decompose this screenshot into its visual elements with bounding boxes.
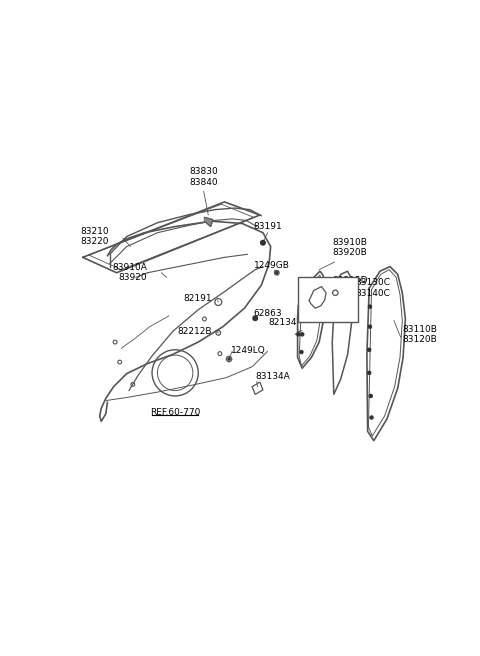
Text: 1249LQ: 1249LQ (230, 346, 265, 355)
Circle shape (370, 416, 373, 419)
FancyBboxPatch shape (298, 277, 358, 322)
Text: 82134: 82134 (268, 318, 297, 327)
Circle shape (369, 394, 372, 398)
Text: 83910B
83920B: 83910B 83920B (332, 238, 367, 257)
Circle shape (369, 305, 372, 308)
Circle shape (300, 314, 303, 318)
Circle shape (300, 350, 303, 354)
Text: 83134A: 83134A (255, 371, 290, 380)
Circle shape (368, 348, 371, 352)
Circle shape (261, 240, 265, 245)
Circle shape (297, 333, 300, 336)
Text: 82191: 82191 (183, 295, 212, 304)
Text: 83910A
83920: 83910A 83920 (113, 263, 147, 283)
Text: REF.60-770: REF.60-770 (150, 408, 200, 417)
Circle shape (368, 371, 371, 375)
Text: 62863: 62863 (254, 309, 282, 318)
Text: 1249GB: 1249GB (254, 260, 290, 270)
Circle shape (369, 325, 372, 328)
Circle shape (276, 272, 278, 274)
Text: 83830
83840: 83830 83840 (189, 167, 218, 186)
Text: 82212B: 82212B (178, 327, 212, 336)
Circle shape (228, 358, 230, 360)
Text: 83191: 83191 (253, 222, 282, 231)
Polygon shape (204, 217, 213, 226)
Circle shape (300, 333, 304, 336)
Text: 83130C
83140C: 83130C 83140C (355, 278, 390, 298)
Text: 82315D: 82315D (332, 276, 368, 285)
Text: 83210
83220: 83210 83220 (80, 227, 109, 246)
Text: 82315A: 82315A (324, 304, 360, 314)
Text: 83110B
83120B: 83110B 83120B (402, 325, 437, 344)
Circle shape (253, 316, 258, 321)
